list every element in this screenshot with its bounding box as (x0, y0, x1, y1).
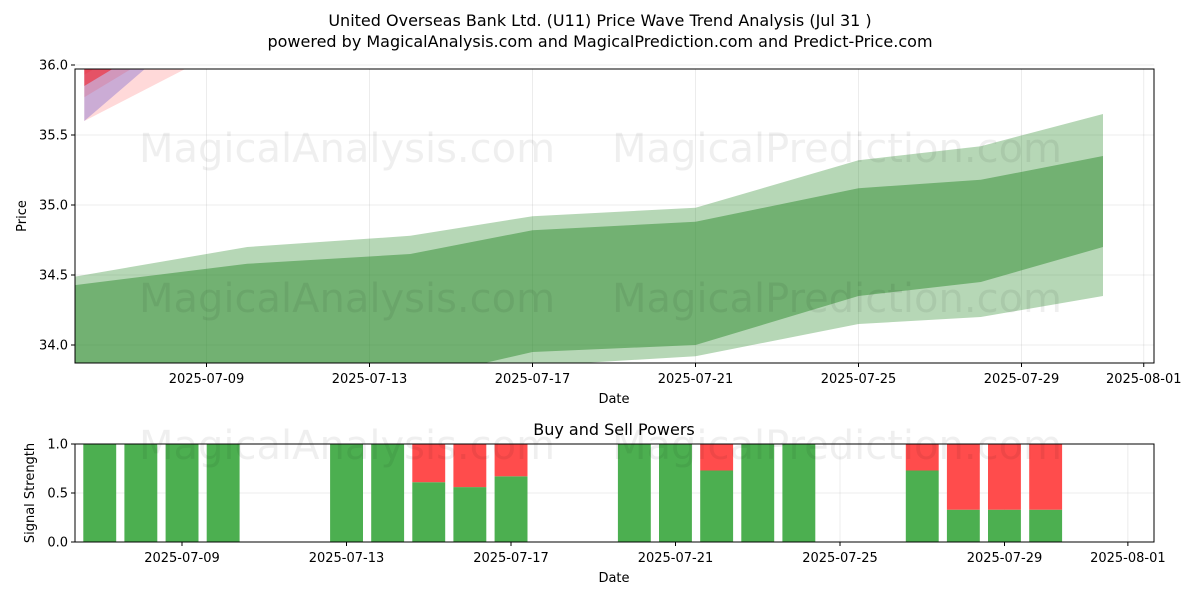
red-trend-layer (84, 69, 132, 98)
signal-chart-title: Buy and Sell Powers (533, 420, 695, 439)
red-mid-band (84, 69, 186, 121)
signal-y-tick-label: 0.0 (47, 536, 68, 551)
signal-x-tick-label: 2025-07-21 (638, 551, 714, 566)
price-x-tick-label: 2025-07-21 (658, 372, 734, 387)
green-inner-band (75, 156, 1103, 363)
price-y-label: Price (15, 200, 30, 232)
price-x-tick-label: 2025-08-01 (1106, 372, 1182, 387)
buy-bar (988, 509, 1021, 542)
price-bands (75, 69, 1103, 363)
price-x-tick-label: 2025-07-09 (169, 372, 245, 387)
signal-x-tick-label: 2025-07-13 (309, 551, 385, 566)
buy-bar (412, 482, 446, 542)
buy-bar (371, 444, 405, 542)
buy-bar (782, 444, 816, 542)
buy-bar (453, 487, 487, 542)
signal-x-tick-label: 2025-07-17 (473, 551, 549, 566)
signal-ticks: 0.0 0.5 1.0 2025-07-09 2025-07-13 2025-07-17 2… (47, 438, 1165, 567)
sell-bar (700, 444, 734, 471)
signal-y-label: Signal Strength (23, 443, 38, 543)
buy-bar (206, 444, 240, 542)
price-x-tick-label: 2025-07-29 (984, 372, 1060, 387)
price-ticks: 34.034.535.035.536.036.537.037.52025-07-… (39, 0, 1181, 387)
sell-bar (1029, 444, 1063, 510)
red-trend (84, 69, 113, 86)
buy-bar (330, 444, 363, 542)
buy-bar (617, 444, 651, 542)
buy-bar (165, 444, 199, 542)
buy-bar (83, 444, 117, 542)
signal-y-tick-label: 1.0 (47, 438, 68, 453)
watermark-analysis-bottom: MagicalAnalysis.com (139, 423, 555, 469)
price-y-tick-label: 34.5 (39, 269, 68, 284)
price-x-tick-label: 2025-07-17 (495, 372, 571, 387)
buy-bar (700, 470, 734, 542)
signal-x-tick-label: 2025-07-25 (802, 551, 878, 566)
price-y-tick-label: 34.0 (39, 339, 68, 354)
watermark-analysis-top: MagicalAnalysis.com (139, 126, 555, 172)
watermark-prediction-bottom: MagicalPrediction.com (612, 423, 1062, 469)
watermark-prediction-mid: MagicalPrediction.com (612, 276, 1062, 322)
price-y-tick-label: 35.5 (39, 129, 68, 144)
buy-bar (494, 476, 528, 542)
blue-trend (84, 69, 145, 121)
chart-title-line2: powered by MagicalAnalysis.com and Magic… (267, 32, 932, 51)
sell-bar (494, 444, 528, 477)
signal-x-label: Date (598, 571, 629, 586)
signal-plot-frame (74, 443, 1155, 543)
sell-bar (453, 444, 487, 488)
signal-x-tick-label: 2025-08-01 (1090, 551, 1166, 566)
buy-bar (741, 444, 775, 542)
signal-bars (83, 444, 1063, 542)
price-x-tick-label: 2025-07-25 (821, 372, 897, 387)
signal-y-tick-label: 0.5 (47, 487, 68, 502)
buy-bar (946, 509, 980, 542)
price-y-tick-label: 35.0 (39, 199, 68, 214)
price-x-label: Date (598, 392, 629, 407)
sell-bar (905, 444, 939, 471)
price-y-tick-label: 36.5 (39, 0, 68, 4)
chart-title-line1: United Overseas Bank Ltd. (U11) Price Wa… (328, 11, 871, 30)
buy-bar (124, 444, 158, 542)
buy-bar (905, 470, 939, 542)
sell-bar (412, 444, 446, 483)
price-x-tick-label: 2025-07-13 (332, 372, 408, 387)
watermark-analysis-mid: MagicalAnalysis.com (139, 276, 555, 322)
buy-bar (659, 444, 692, 542)
price-plot-frame (74, 68, 1155, 364)
signal-x-tick-label: 2025-07-29 (967, 551, 1043, 566)
sell-bar (946, 444, 980, 510)
watermark-prediction-top: MagicalPrediction.com (612, 126, 1062, 172)
signal-x-tick-label: 2025-07-09 (144, 551, 220, 566)
red-trend-layer (84, 69, 94, 75)
sell-bar (988, 444, 1021, 510)
buy-bar (1029, 509, 1063, 542)
price-y-tick-label: 36.0 (39, 59, 68, 74)
